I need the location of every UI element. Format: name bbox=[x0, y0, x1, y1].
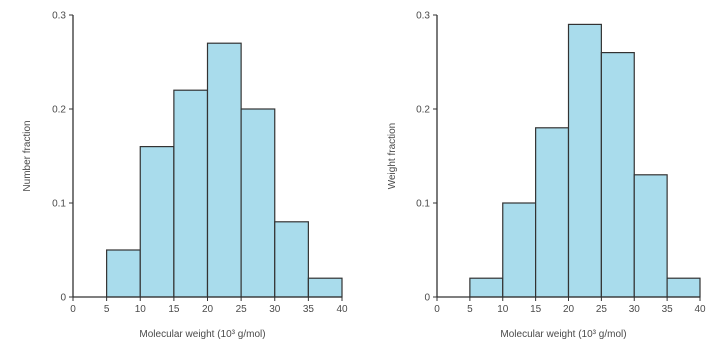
histogram-bar bbox=[502, 202, 537, 298]
histogram-bar bbox=[139, 146, 175, 298]
weight-fraction-chart: 0 5 10 15 20 25 30 35 40 0 0.1 0.2 0.3 Molecular weig… bbox=[387, 11, 706, 341]
x-tick-label: 5 bbox=[104, 304, 110, 315]
x-tick-label: 15 bbox=[168, 304, 180, 315]
histogram-bar bbox=[666, 277, 701, 298]
histogram-bar bbox=[240, 108, 276, 298]
y-tick-label: 0.1 bbox=[52, 199, 66, 210]
x-tick-label: 30 bbox=[629, 304, 641, 315]
histogram-bar bbox=[469, 277, 504, 298]
x-tick-label: 5 bbox=[467, 304, 473, 315]
x-tick-label: 0 bbox=[70, 304, 76, 315]
y-tick-label: 0 bbox=[424, 293, 430, 304]
x-axis-label: Molecular weight (10³ g/mol) bbox=[500, 329, 626, 340]
y-tick-label: 0.1 bbox=[416, 199, 430, 210]
y-tick-label: 0.2 bbox=[416, 105, 430, 116]
y-tick-label: 0.3 bbox=[52, 11, 66, 22]
histogram-bar bbox=[274, 221, 309, 298]
x-tick-label: 15 bbox=[530, 304, 542, 315]
histogram-bar bbox=[106, 249, 141, 298]
histogram-bar bbox=[633, 174, 668, 298]
y-tick-label: 0.2 bbox=[52, 105, 66, 116]
histogram-bar bbox=[307, 277, 343, 298]
histogram-bar bbox=[567, 23, 602, 298]
x-tick-label: 0 bbox=[434, 304, 440, 315]
histogram-bar bbox=[600, 51, 635, 298]
x-tick-label: 20 bbox=[202, 304, 214, 315]
x-tick-label: 10 bbox=[497, 304, 509, 315]
x-tick-label: 40 bbox=[694, 304, 706, 315]
x-tick-label: 35 bbox=[303, 304, 315, 315]
histogram-bar bbox=[173, 89, 209, 298]
number-fraction-chart: 0 5 10 15 20 25 30 35 40 0 0.1 0.2 0.3 Molecular weig… bbox=[22, 11, 348, 341]
x-tick-label: 10 bbox=[135, 304, 147, 315]
x-axis-label: Molecular weight (10³ g/mol) bbox=[139, 329, 265, 340]
x-tick-label: 20 bbox=[563, 304, 575, 315]
x-tick-label: 25 bbox=[596, 304, 608, 315]
histogram-bar bbox=[206, 42, 242, 298]
x-tick-label: 25 bbox=[236, 304, 248, 315]
y-tick-label: 0 bbox=[60, 293, 66, 304]
histogram-bar bbox=[535, 127, 570, 298]
y-axis-label: Weight fraction bbox=[387, 123, 398, 190]
x-tick-label: 35 bbox=[662, 304, 674, 315]
y-tick-label: 0.3 bbox=[416, 11, 430, 22]
y-axis-label: Number fraction bbox=[22, 120, 33, 191]
x-tick-label: 40 bbox=[336, 304, 348, 315]
x-tick-label: 30 bbox=[269, 304, 281, 315]
